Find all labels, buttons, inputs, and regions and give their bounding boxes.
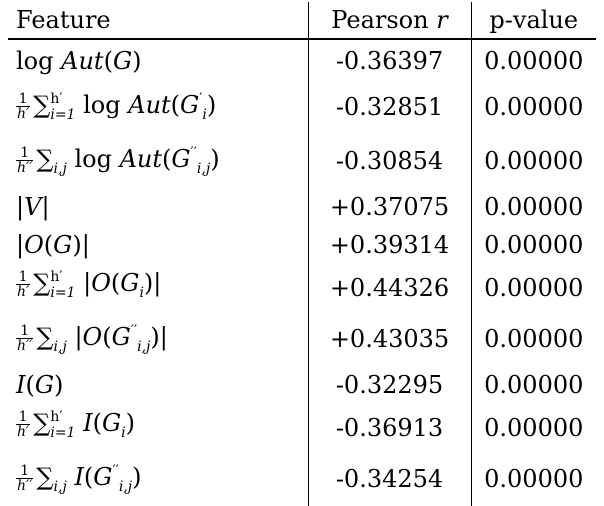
pearson-cell: -0.30854 xyxy=(307,134,471,188)
feature-cell: 1 h′′ ∑ i,j |O(G′′i,j)| xyxy=(16,323,168,355)
table-row: |V| +0.37075 0.00000 xyxy=(8,188,596,226)
correlation-table: Feature Pearson r p-value log Aut(G) -0.3… xyxy=(8,2,596,506)
feature-cell: log Aut(G) xyxy=(16,47,142,75)
pvalue-cell: 0.00000 xyxy=(470,39,596,80)
table-row: log Aut(G) -0.36397 0.00000 xyxy=(8,39,596,80)
pearson-cell: +0.37075 xyxy=(307,188,471,226)
feature-cell: 1 h′ ∑ h′ i=1 |O(Gi)| xyxy=(16,269,162,301)
feature-cell: 1 h′′ ∑ i,j I(G′′i,j) xyxy=(16,463,142,495)
table-row: I(G) -0.32295 0.00000 xyxy=(8,366,596,404)
table-row: 1 h′′ ∑ i,j log Aut(G′′i,j) -0.30854 0.00000 xyxy=(8,134,596,188)
feature-cell: 1 h′′ ∑ i,j log Aut(G′′i,j) xyxy=(16,145,220,177)
correlation-table-container: Feature Pearson r p-value log Aut(G) -0.3… xyxy=(8,2,596,506)
header-pearson: Pearson r xyxy=(307,2,471,39)
feature-cell: |V| xyxy=(16,193,50,221)
feature-cell: I(G) xyxy=(16,371,64,399)
pearson-cell: -0.32295 xyxy=(307,366,471,404)
table-row: 1 h′′ ∑ i,j I(G′′i,j) -0.34254 0.00000 xyxy=(8,452,596,506)
pvalue-cell: 0.00000 xyxy=(470,452,596,506)
feature-cell: 1 h′ ∑ h′ i=1 I(Gi) xyxy=(16,409,135,441)
pearson-cell: +0.39314 xyxy=(307,226,471,264)
header-pearson-text: Pearson r xyxy=(331,6,448,34)
table-row: 1 h′ ∑ h′ i=1 log Aut(G′i) -0.32851 0.00000 xyxy=(8,80,596,134)
pearson-cell: -0.36913 xyxy=(307,404,471,452)
header-pvalue: p-value xyxy=(470,2,596,39)
pearson-cell: +0.44326 xyxy=(307,264,471,312)
feature-cell: |O(G)| xyxy=(16,231,90,259)
pvalue-cell: 0.00000 xyxy=(470,188,596,226)
table-row: |O(G)| +0.39314 0.00000 xyxy=(8,226,596,264)
pearson-cell: -0.34254 xyxy=(307,452,471,506)
table-row: 1 h′′ ∑ i,j |O(G′′i,j)| +0.43035 0.00000 xyxy=(8,312,596,366)
table-body: log Aut(G) -0.36397 0.00000 1 h′ ∑ h′ i=1 log A… xyxy=(8,39,596,506)
pvalue-cell: 0.00000 xyxy=(470,264,596,312)
pvalue-cell: 0.00000 xyxy=(470,226,596,264)
table-row: 1 h′ ∑ h′ i=1 |O(Gi)| +0.44326 0.00000 xyxy=(8,264,596,312)
pvalue-cell: 0.00000 xyxy=(470,312,596,366)
header-row: Feature Pearson r p-value xyxy=(8,2,596,39)
header-feature: Feature xyxy=(16,6,111,34)
pearson-cell: -0.36397 xyxy=(307,39,471,80)
feature-cell: 1 h′ ∑ h′ i=1 log Aut(G′i) xyxy=(16,91,217,123)
pearson-cell: -0.32851 xyxy=(307,80,471,134)
pvalue-cell: 0.00000 xyxy=(470,134,596,188)
pvalue-cell: 0.00000 xyxy=(470,366,596,404)
pearson-cell: +0.43035 xyxy=(307,312,471,366)
table-row: 1 h′ ∑ h′ i=1 I(Gi) -0.36913 0.00000 xyxy=(8,404,596,452)
pvalue-cell: 0.00000 xyxy=(470,80,596,134)
pvalue-cell: 0.00000 xyxy=(470,404,596,452)
